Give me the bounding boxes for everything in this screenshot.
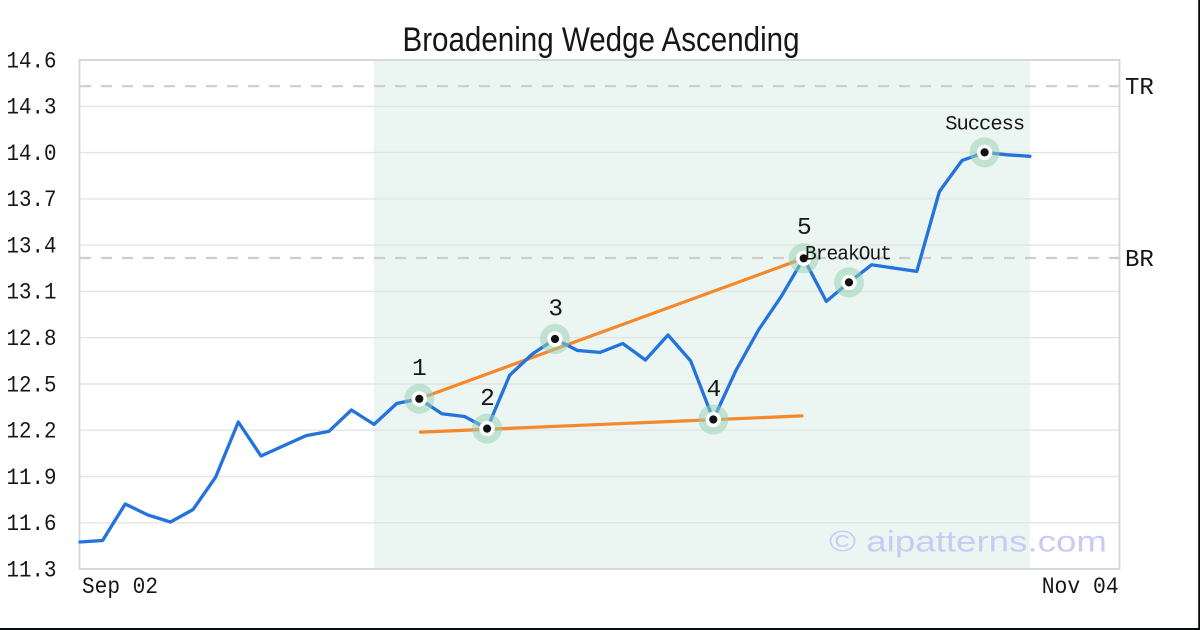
svg-text:Success: Success — [945, 114, 1024, 137]
svg-text:13.1: 13.1 — [7, 280, 57, 306]
svg-text:12.8: 12.8 — [7, 326, 57, 352]
svg-text:12.5: 12.5 — [7, 372, 57, 398]
svg-text:13.4: 13.4 — [7, 233, 57, 259]
svg-text:11.3: 11.3 — [7, 557, 57, 583]
svg-text:13.7: 13.7 — [7, 187, 57, 213]
svg-text:5: 5 — [797, 215, 812, 242]
svg-text:BreakOut: BreakOut — [805, 244, 891, 267]
svg-text:12.2: 12.2 — [7, 419, 57, 445]
svg-text:Sep 02: Sep 02 — [82, 574, 158, 600]
svg-text:2: 2 — [480, 386, 495, 413]
svg-text:TR: TR — [1125, 75, 1154, 102]
svg-text:11.9: 11.9 — [7, 465, 57, 491]
svg-text:14.0: 14.0 — [7, 141, 57, 167]
svg-text:© aipatterns.com: © aipatterns.com — [829, 526, 1107, 559]
svg-text:3: 3 — [548, 296, 563, 323]
svg-text:Nov 04: Nov 04 — [1042, 574, 1119, 600]
svg-text:Broadening Wedge Ascending: Broadening Wedge Ascending — [403, 21, 800, 59]
svg-text:BR: BR — [1125, 247, 1154, 274]
svg-text:4: 4 — [706, 377, 721, 404]
svg-text:1: 1 — [412, 356, 427, 383]
svg-text:14.3: 14.3 — [7, 95, 57, 121]
svg-text:11.6: 11.6 — [7, 511, 57, 537]
svg-text:14.6: 14.6 — [7, 48, 57, 74]
